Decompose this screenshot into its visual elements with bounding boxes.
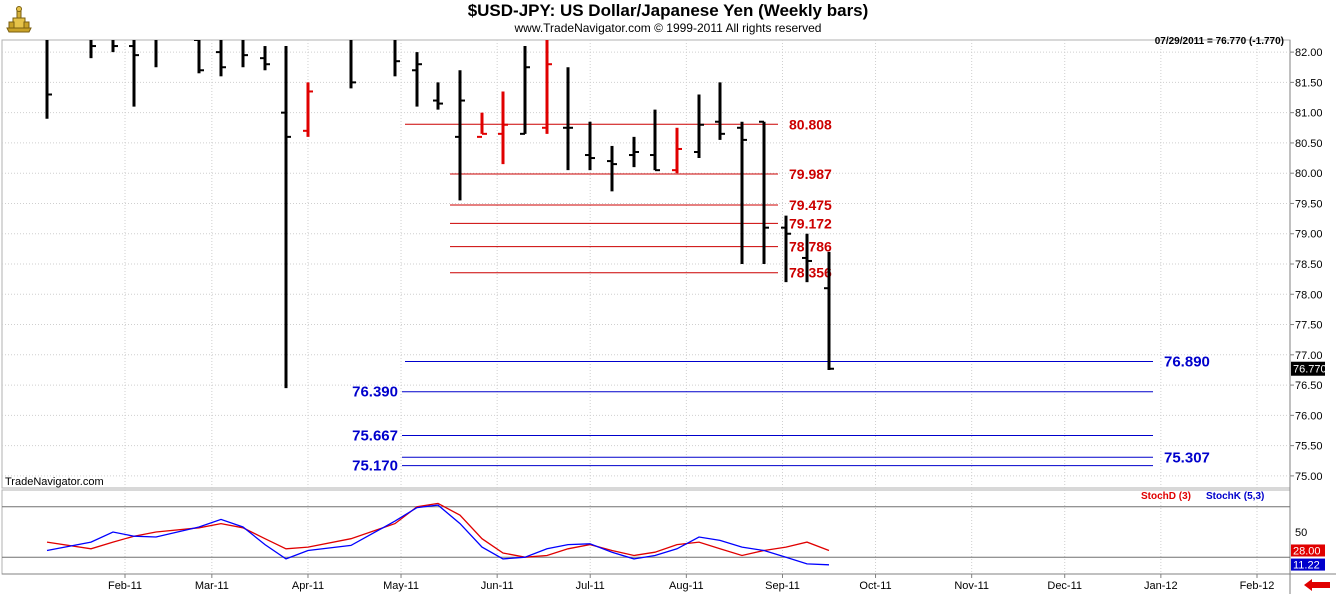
y-tick-label: 80.50 bbox=[1295, 138, 1323, 150]
target-level-label: 76.390 bbox=[352, 384, 398, 401]
x-tick-label: Dec-11 bbox=[1047, 580, 1082, 592]
y-tick-label: 77.00 bbox=[1295, 350, 1323, 362]
ohlc-bar bbox=[694, 94, 704, 159]
x-tick-label: Jun-11 bbox=[481, 580, 514, 592]
stochd-value-box bbox=[1291, 544, 1325, 557]
y-tick-label: 78.50 bbox=[1295, 259, 1323, 271]
x-tick-label: May-11 bbox=[383, 580, 419, 592]
ohlc-bar bbox=[715, 82, 725, 140]
ohlc-bar bbox=[216, 40, 226, 77]
ohlc-bar bbox=[412, 52, 422, 107]
scroll-left-arrow-icon[interactable] bbox=[1302, 578, 1332, 592]
chart-title: $USD-JPY: US Dollar/Japanese Yen (Weekly… bbox=[467, 1, 869, 20]
ohlc-bar bbox=[455, 70, 465, 201]
fib-level-label: 80.808 bbox=[789, 116, 832, 132]
x-tick-label: Jul-11 bbox=[576, 580, 605, 592]
stochd-value-label: 28.00 bbox=[1293, 545, 1321, 557]
stochk-value-label: 11.22 bbox=[1293, 560, 1320, 572]
ohlc-bar bbox=[672, 127, 682, 174]
ohlc-bar bbox=[520, 46, 530, 135]
ohlc-bar bbox=[45, 40, 52, 119]
ohlc-bar bbox=[737, 121, 747, 264]
ohlc-bar bbox=[260, 46, 270, 71]
target-level-label: 76.890 bbox=[1164, 353, 1210, 370]
copyright-subtitle: www.TradeNavigator.com © 1999-2011 All r… bbox=[514, 21, 822, 35]
ohlc-bars bbox=[45, 40, 834, 389]
x-tick-label: Aug-11 bbox=[669, 580, 704, 592]
x-tick-label: Jan-12 bbox=[1144, 580, 1178, 592]
fib-level-label: 79.172 bbox=[789, 215, 832, 231]
ohlc-bar bbox=[781, 215, 791, 283]
ohlc-bar bbox=[281, 46, 291, 389]
ohlc-bar bbox=[349, 40, 356, 89]
fib-level-label: 79.987 bbox=[789, 166, 832, 182]
ohlc-bar bbox=[477, 112, 487, 138]
stoch-series-line bbox=[46, 502, 830, 558]
last-price-box bbox=[1291, 361, 1325, 376]
ohlc-bar bbox=[563, 67, 573, 171]
last-price-info: 07/29/2011 = 76.770 (-1.770) bbox=[1154, 36, 1284, 47]
y-tick-label: 81.50 bbox=[1295, 77, 1323, 89]
target-level-label: 75.307 bbox=[1164, 449, 1210, 466]
stochastic-panel-frame bbox=[1, 489, 1291, 575]
fib-level-label: 78.786 bbox=[789, 239, 832, 255]
ohlc-bar bbox=[194, 40, 204, 74]
y-tick-label: 76.50 bbox=[1295, 380, 1323, 392]
stoch-series-line bbox=[46, 504, 830, 566]
ohlc-bar bbox=[759, 120, 769, 264]
x-tick-label: Apr-11 bbox=[292, 580, 324, 592]
y-tick-label: 79.50 bbox=[1295, 198, 1323, 210]
x-tick-label: Oct-11 bbox=[859, 580, 891, 592]
ohlc-bar bbox=[154, 40, 158, 68]
stochd-legend[interactable]: StochD (3) bbox=[1141, 491, 1191, 502]
target-level-label: 75.667 bbox=[352, 428, 398, 445]
ohlc-bar bbox=[629, 136, 639, 168]
ohlc-bar bbox=[129, 40, 139, 107]
x-tick-label: Feb-12 bbox=[1240, 580, 1275, 592]
x-tick-label: Nov-11 bbox=[954, 580, 989, 592]
x-tick-label: Mar-11 bbox=[195, 580, 229, 592]
ohlc-bar bbox=[585, 121, 595, 171]
watermark: TradeNavigator.com bbox=[5, 476, 104, 488]
ohlc-bar bbox=[607, 145, 617, 192]
y-tick-label: 76.00 bbox=[1295, 410, 1323, 422]
y-tick-label: 78.00 bbox=[1295, 289, 1323, 301]
y-tick-label: 81.00 bbox=[1295, 108, 1323, 120]
ohlc-bar bbox=[542, 40, 552, 134]
y-tick-label: 75.50 bbox=[1295, 441, 1323, 453]
main-panel-frame bbox=[1, 39, 1291, 489]
trade-navigator-logo-icon[interactable] bbox=[3, 4, 35, 36]
stochk-legend[interactable]: StochK (5,3) bbox=[1206, 491, 1265, 502]
stoch-y-tick-label: 50 bbox=[1295, 527, 1307, 539]
ohlc-bar bbox=[241, 40, 248, 68]
ohlc-bar bbox=[393, 40, 400, 77]
ohlc-bar bbox=[89, 40, 96, 59]
fib-level-label: 78.356 bbox=[789, 265, 832, 281]
ohlc-bar bbox=[824, 251, 834, 370]
y-tick-label: 79.00 bbox=[1295, 229, 1323, 241]
stochk-value-box bbox=[1291, 558, 1325, 571]
y-tick-label: 80.00 bbox=[1295, 168, 1323, 180]
y-tick-label: 82.00 bbox=[1295, 47, 1323, 59]
ohlc-bar bbox=[111, 40, 118, 53]
y-tick-label: 77.50 bbox=[1295, 320, 1323, 332]
y-tick-label: 75.00 bbox=[1295, 471, 1323, 483]
ohlc-bar bbox=[303, 82, 313, 137]
ohlc-bar bbox=[802, 233, 812, 283]
x-tick-label: Sep-11 bbox=[765, 580, 800, 592]
ohlc-bar bbox=[650, 109, 660, 172]
fib-level-label: 79.475 bbox=[789, 197, 832, 213]
last-price-label: 76.770 bbox=[1293, 364, 1327, 376]
ohlc-bar bbox=[498, 91, 508, 165]
x-tick-label: Feb-11 bbox=[108, 580, 142, 592]
ohlc-bar bbox=[433, 82, 443, 110]
target-level-label: 75.170 bbox=[352, 458, 398, 475]
